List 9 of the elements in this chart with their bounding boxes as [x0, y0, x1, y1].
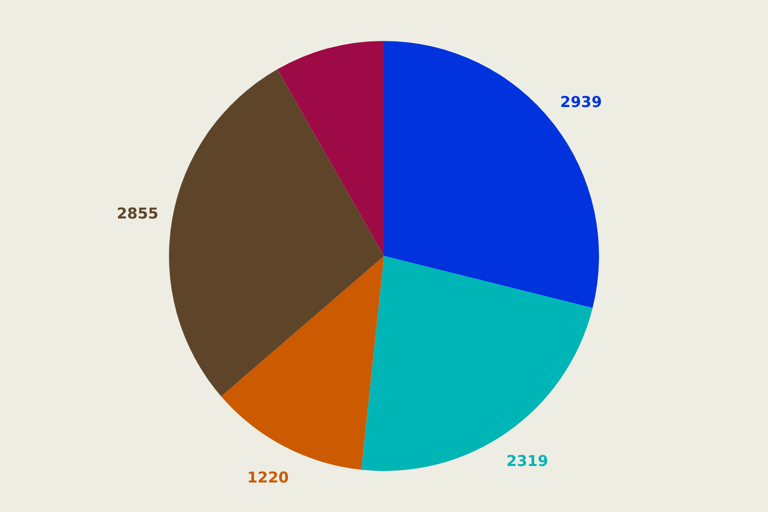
pie-slice — [169, 69, 384, 396]
data-label: 2855 — [116, 204, 158, 223]
pie-slice — [361, 256, 593, 471]
data-label: 2939 — [560, 93, 602, 112]
pie-slice — [277, 41, 384, 256]
data-label: 2319 — [506, 452, 548, 470]
data-label: 1220 — [247, 468, 289, 486]
pie-slice — [221, 256, 384, 470]
pie-slice — [384, 41, 599, 308]
